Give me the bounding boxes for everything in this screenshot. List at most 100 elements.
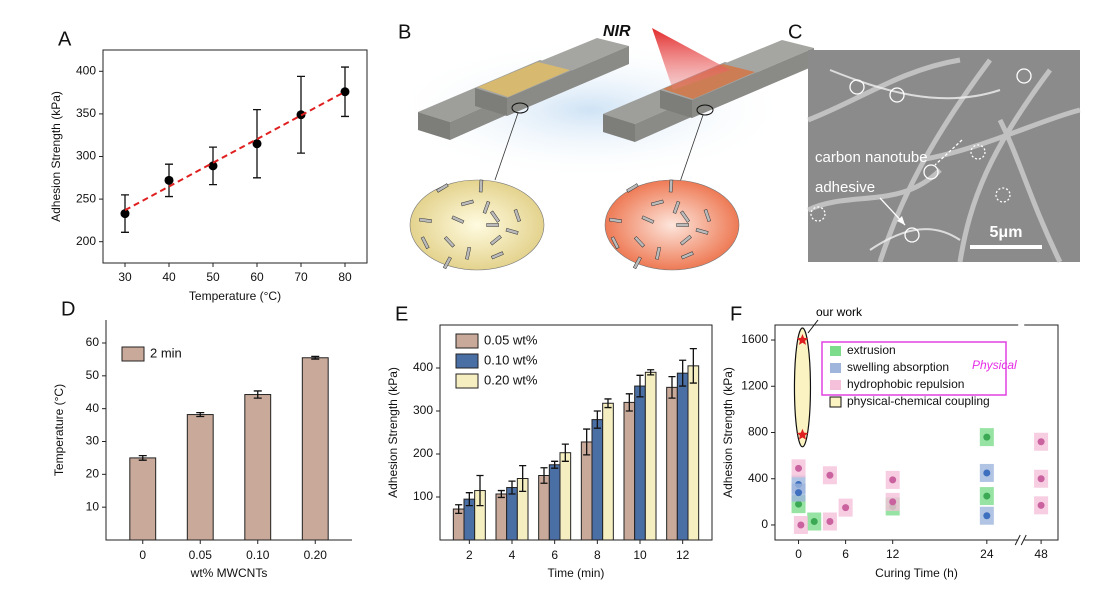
nanotube	[443, 236, 455, 248]
nanotube	[420, 236, 430, 250]
error-bar	[636, 374, 644, 398]
point	[164, 175, 174, 185]
plot-frame	[102, 49, 368, 264]
legend-label: 0.10 wt%	[484, 352, 538, 367]
panel-c: C carbon nanotube adhesive 5μm	[788, 21, 1081, 264]
nanotube	[482, 200, 491, 214]
x-tick-label: 0.20	[304, 548, 328, 562]
x-tick-label: 6	[842, 547, 849, 561]
error-bar	[647, 369, 655, 376]
nanotube	[703, 209, 712, 222]
y-axis-label: Adhesion Strength (kPa)	[721, 367, 735, 498]
error-bar	[519, 464, 527, 493]
x-tick-label: 10	[633, 548, 647, 562]
point	[340, 87, 350, 97]
x-tick-label: 70	[294, 270, 308, 284]
x-tick-label: 8	[594, 548, 601, 562]
y-tick-label: 300	[413, 403, 433, 417]
point	[826, 518, 834, 526]
nanotube	[478, 179, 484, 193]
error-bar	[138, 454, 147, 461]
x-tick-label: 30	[118, 270, 132, 284]
nanotube	[679, 234, 692, 246]
y-tick-label: 200	[76, 234, 96, 248]
point	[120, 209, 130, 219]
bar	[580, 441, 593, 541]
point	[810, 518, 818, 526]
bar	[506, 487, 518, 541]
point	[1037, 438, 1045, 446]
enclosure	[793, 327, 812, 448]
nanotube	[609, 217, 622, 224]
x-axis-label: Time (min)	[548, 566, 605, 580]
nanotube	[680, 210, 691, 223]
point	[797, 521, 805, 529]
point	[889, 476, 897, 484]
y-tick-label: 250	[76, 191, 96, 205]
y-axis-label: Temperature (°C)	[52, 384, 66, 476]
nanotube	[442, 256, 452, 270]
legend-label: swelling absorption	[847, 360, 949, 374]
x-tick-label: 12	[886, 547, 900, 561]
annotation: our work	[816, 305, 863, 319]
point	[842, 504, 850, 512]
bar	[186, 414, 214, 541]
point	[889, 498, 897, 506]
y-tick-label: 400	[76, 63, 96, 77]
point	[796, 428, 809, 440]
error-bar	[476, 474, 484, 507]
y-tick-label: 100	[413, 489, 433, 503]
y-axis-label: Adhesion Strength (kPa)	[49, 91, 63, 222]
error-bar	[604, 398, 612, 409]
x-tick-label: 24	[980, 547, 994, 561]
y-axis-label: Adhesion Strength (kPa)	[386, 367, 400, 498]
legend-frame	[821, 341, 1007, 396]
nanotube	[672, 200, 681, 214]
axis-break	[1014, 534, 1027, 546]
nanotube	[668, 179, 674, 193]
legend-swatch	[830, 346, 841, 356]
y-tick-label: 10	[86, 499, 100, 513]
legend-label: hydrophobic repulsion	[847, 377, 964, 391]
nanotube	[680, 251, 694, 260]
y-tick-label: 1200	[741, 378, 768, 392]
legend-label: physical-chemical coupling	[847, 394, 990, 408]
nanotube	[513, 209, 522, 222]
x-tick-label: 0.05	[189, 548, 213, 562]
panel-label: F	[730, 303, 742, 325]
error-bar	[679, 359, 687, 387]
point	[983, 492, 991, 500]
bar	[538, 475, 550, 541]
x-axis-label: wt% MWCNTs	[190, 566, 268, 580]
bar	[687, 365, 700, 541]
point	[983, 469, 991, 477]
y-tick-label: 60	[86, 335, 100, 349]
y-tick-label: 400	[748, 471, 768, 485]
plot-frame	[439, 324, 713, 541]
error-bar	[668, 375, 676, 399]
bar	[129, 457, 157, 541]
x-axis-label: Curing Time (h)	[875, 566, 958, 580]
bar	[634, 385, 646, 541]
point	[252, 139, 262, 149]
beam-label: NIR	[603, 23, 631, 40]
y-tick-label: 400	[413, 360, 433, 374]
x-tick-label: 4	[509, 548, 516, 562]
error-bar	[455, 504, 463, 514]
bar	[676, 372, 689, 541]
y-tick-label: 800	[748, 425, 768, 439]
y-tick-label: 300	[76, 149, 96, 163]
bar	[548, 464, 561, 541]
bar	[623, 401, 636, 541]
scale-bar-label: 5μm	[990, 224, 1023, 241]
error-bar	[689, 348, 697, 384]
nir-beam	[652, 28, 730, 90]
axis-break-gap	[1018, 537, 1025, 543]
point	[795, 500, 803, 508]
legend-swatch	[455, 373, 479, 389]
legend-swatch	[830, 380, 841, 390]
point	[795, 489, 803, 497]
y-tick-label: 40	[86, 401, 100, 415]
panel-label: A	[58, 28, 72, 50]
bar	[495, 493, 508, 541]
